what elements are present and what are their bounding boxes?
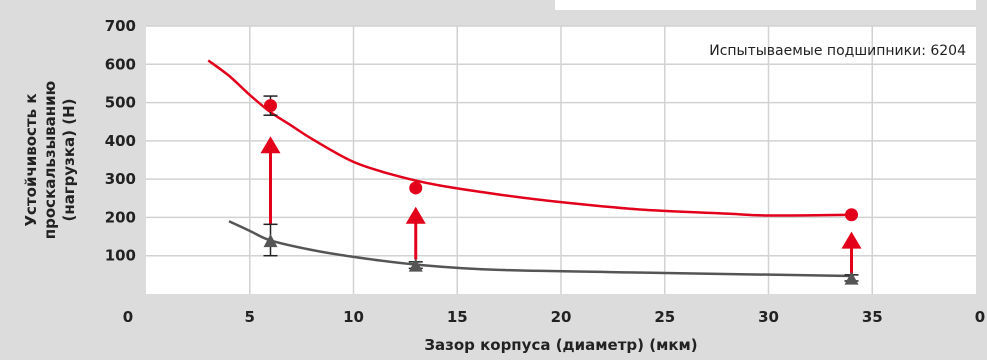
y-axis-title: Устойчивость к проскальзыванию (нагрузка… — [22, 81, 78, 239]
annotation-text: Испытываемые подшипники: 6204 — [709, 43, 966, 59]
arrow-head — [405, 206, 426, 224]
y-tick-label: 500 — [105, 94, 136, 112]
x-tick-label: 20 — [551, 308, 572, 326]
arrow-head — [841, 231, 862, 249]
x-tick-label: 15 — [447, 308, 468, 326]
y-tick-label: 400 — [105, 132, 136, 150]
data-point — [409, 181, 423, 195]
series-curve-2 — [228, 220, 852, 278]
y-axis-title-line-3: (нагрузка) (Н) — [60, 98, 78, 221]
x-tick-label: 0 — [123, 308, 133, 326]
x-axis-title: Зазор корпуса (диаметр) (мкм) — [424, 336, 697, 354]
arrows — [260, 136, 862, 274]
x-tick-labels: 0 5 10 15 20 25 30 35 0 — [123, 308, 985, 326]
x-tick-label: 5 — [245, 308, 255, 326]
data-point — [845, 208, 858, 222]
x-tick-label: 0 — [975, 308, 985, 326]
x-tick-label: 35 — [862, 308, 883, 326]
curves — [207, 59, 852, 278]
x-tick-label: 30 — [758, 308, 779, 326]
y-tick-label: 200 — [105, 208, 136, 226]
y-axis-title-line-2: проскальзыванию — [41, 81, 59, 239]
series-curve-1 — [207, 59, 852, 217]
y-tick-labels: 100 200 300 400 500 600 700 — [105, 17, 136, 265]
data-point — [263, 233, 278, 248]
y-tick-label: 100 — [105, 247, 136, 265]
data-point — [408, 258, 423, 272]
data-point — [264, 99, 277, 113]
x-tick-label: 10 — [343, 308, 364, 326]
y-tick-label: 700 — [105, 17, 136, 35]
y-tick-label: 600 — [105, 55, 136, 73]
y-axis-title-line-1: Устойчивость к — [22, 93, 40, 226]
y-tick-label: 300 — [105, 170, 136, 188]
x-tick-label: 25 — [654, 308, 675, 326]
markers — [263, 95, 859, 285]
grid — [146, 25, 976, 294]
annotation-box — [555, 0, 976, 10]
data-point — [844, 271, 859, 285]
arrow-head — [260, 136, 281, 154]
